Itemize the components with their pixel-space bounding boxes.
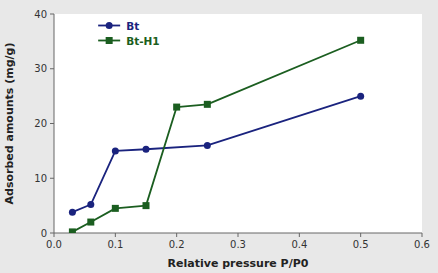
series-marker <box>69 209 76 216</box>
x-tick-label: 0.5 <box>353 239 369 250</box>
legend-marker <box>106 22 113 29</box>
y-tick <box>50 233 54 234</box>
legend-label: Bt-H1 <box>126 35 159 47</box>
y-tick <box>50 68 54 69</box>
legend-marker <box>106 37 113 44</box>
series-marker <box>112 147 119 154</box>
x-tick-label: 0.4 <box>291 239 307 250</box>
series-marker <box>357 93 364 100</box>
x-tick-label: 0.3 <box>230 239 246 250</box>
data-area <box>69 37 364 233</box>
x-tick-label: 0.6 <box>414 239 430 250</box>
series-marker <box>357 37 364 44</box>
x-tick <box>238 233 239 237</box>
y-tick <box>50 14 54 15</box>
chart: 0.0 0.1 0.2 0.3 0.4 0.5 0.6 0 10 20 30 40 Relative p… <box>0 0 438 273</box>
x-tick-label: 0.0 <box>46 239 62 250</box>
x-tick <box>299 233 300 237</box>
y-tick <box>50 178 54 179</box>
y-axis-label: Adsorbed amounts (mg/g) <box>3 43 16 205</box>
x-tick <box>360 233 361 237</box>
x-tick-label: 0.2 <box>169 239 185 250</box>
x-tick <box>422 233 423 237</box>
series-marker <box>173 104 180 111</box>
plot-area <box>54 14 422 233</box>
series-marker <box>143 202 150 209</box>
y-tick-label: 0 <box>41 228 47 239</box>
series-marker <box>69 228 76 233</box>
series-marker <box>87 201 94 208</box>
series-line <box>72 40 360 232</box>
series-marker <box>204 142 211 149</box>
series-marker <box>87 219 94 226</box>
axes: 0.0 0.1 0.2 0.3 0.4 0.5 0.6 0 10 20 30 40 <box>34 9 430 251</box>
x-tick <box>54 233 55 237</box>
y-tick <box>50 123 54 124</box>
legend: Bt Bt-H1 <box>98 20 159 47</box>
series-line <box>72 96 360 212</box>
series-marker <box>112 205 119 212</box>
x-tick <box>115 233 116 237</box>
y-tick-label: 30 <box>34 63 47 74</box>
series-marker <box>143 146 150 153</box>
y-tick-label: 20 <box>34 118 47 129</box>
background <box>0 0 438 273</box>
series-marker <box>204 101 211 108</box>
x-tick <box>176 233 177 237</box>
y-tick-label: 10 <box>34 173 47 184</box>
y-tick-label: 40 <box>34 9 47 20</box>
x-tick-label: 0.1 <box>107 239 123 250</box>
legend-label: Bt <box>126 20 139 32</box>
x-axis-label: Relative pressure P/P0 <box>168 257 309 270</box>
